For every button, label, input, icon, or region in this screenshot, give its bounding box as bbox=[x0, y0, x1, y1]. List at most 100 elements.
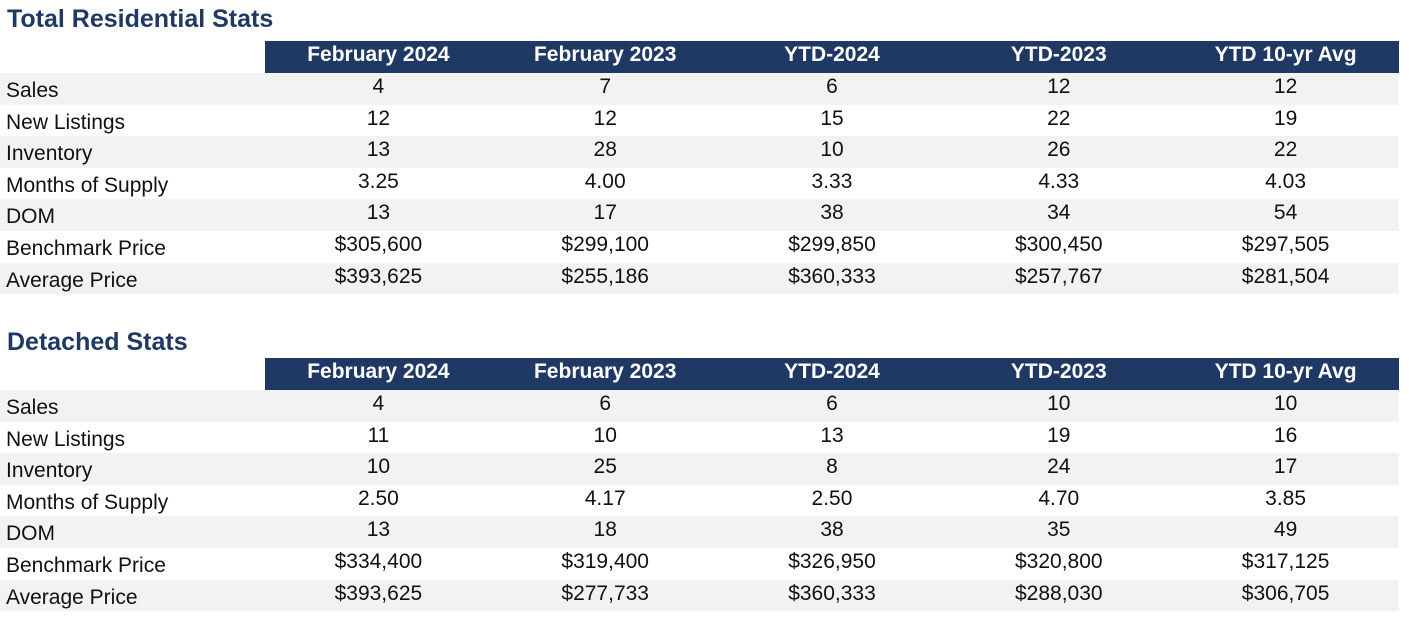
table-cell: $393,625 bbox=[334, 581, 423, 605]
table-cell: 4.00 bbox=[584, 169, 626, 193]
row-label: Benchmark Price bbox=[6, 553, 166, 577]
column-header-ytd-2023: YTD-2023 bbox=[1010, 360, 1107, 383]
row-label: New Listings bbox=[6, 110, 126, 134]
table-row-inventory: Inventory 13 28 10 26 22 bbox=[0, 136, 1399, 168]
table-row-average-price: Average Price $393,625 $277,733 $360,333… bbox=[0, 579, 1399, 612]
column-header-february-2023: February 2023 bbox=[533, 360, 677, 383]
row-label: New Listings bbox=[6, 427, 126, 451]
header-spacer bbox=[0, 358, 265, 390]
table-cell: 4 bbox=[372, 392, 385, 415]
table-cell: 26 bbox=[1047, 138, 1071, 162]
column-header-ytd-10yr-avg: YTD 10-yr Avg bbox=[1214, 360, 1357, 383]
header-band: February 2024 February 2023 YTD-2024 YTD… bbox=[265, 358, 1399, 390]
table-cell: 4.33 bbox=[1038, 169, 1080, 193]
table-cell: 3.25 bbox=[357, 169, 399, 193]
table-cell: 25 bbox=[593, 455, 617, 479]
row-label: DOM bbox=[6, 522, 55, 546]
row-label: Sales bbox=[6, 396, 59, 419]
table-cell: 7 bbox=[599, 75, 612, 98]
table-cell: 17 bbox=[1273, 455, 1298, 479]
table-cell: 38 bbox=[820, 201, 844, 225]
table-row-sales: Sales 4 7 6 12 12 bbox=[0, 73, 1399, 105]
table-header-row: February 2024 February 2023 YTD-2024 YTD… bbox=[0, 358, 1399, 390]
table-cell: 22 bbox=[1047, 106, 1071, 130]
table-cell: $288,030 bbox=[1014, 581, 1103, 605]
section-title-detached: Detached Stats bbox=[7, 328, 188, 356]
table-cell: $299,850 bbox=[788, 232, 876, 256]
table-row-months-of-supply: Months of Supply 2.50 4.17 2.50 4.70 3.8… bbox=[0, 485, 1399, 517]
table-row-average-price: Average Price $393,625 $255,186 $360,333… bbox=[0, 262, 1399, 295]
table-cell: 13 bbox=[366, 518, 391, 542]
row-label: Average Price bbox=[6, 268, 138, 292]
table-cell: 24 bbox=[1047, 455, 1071, 479]
column-header-ytd-2024: YTD-2024 bbox=[784, 43, 880, 66]
table-cell: 10 bbox=[820, 138, 844, 162]
row-label: Sales bbox=[6, 79, 59, 102]
table-cell: 16 bbox=[1273, 423, 1298, 447]
table-row-new-listings: New Listings 12 12 15 22 19 bbox=[0, 105, 1399, 137]
table-cell: 10 bbox=[1273, 392, 1298, 415]
table-row-benchmark-price: Benchmark Price $305,600 $299,100 $299,8… bbox=[0, 231, 1399, 263]
table-cell: $320,800 bbox=[1014, 549, 1103, 573]
table-cell: 10 bbox=[593, 423, 617, 447]
table-cell: 19 bbox=[1047, 423, 1071, 447]
table-row-sales: Sales 4 6 6 10 10 bbox=[0, 390, 1399, 422]
header-band: February 2024 February 2023 YTD-2024 YTD… bbox=[265, 41, 1399, 73]
table-cell: 54 bbox=[1273, 201, 1298, 225]
table-cell: 6 bbox=[826, 75, 838, 98]
table-cell: 38 bbox=[820, 518, 844, 542]
column-header-february-2024: February 2024 bbox=[307, 43, 450, 66]
row-label: Benchmark Price bbox=[6, 236, 166, 260]
table-cell: 12 bbox=[1047, 75, 1071, 98]
row-label: Average Price bbox=[6, 585, 138, 609]
table-cell: 4.03 bbox=[1265, 169, 1307, 193]
total-residential-stats-table: February 2024 February 2023 YTD-2024 YTD… bbox=[0, 41, 1399, 295]
table-cell: 3.85 bbox=[1265, 486, 1307, 510]
table-cell: 10 bbox=[366, 455, 391, 479]
table-cell: 11 bbox=[367, 423, 390, 447]
table-cell: $297,505 bbox=[1241, 232, 1330, 256]
row-label: Inventory bbox=[6, 459, 93, 483]
table-cell: $300,450 bbox=[1014, 232, 1103, 256]
table-cell: 10 bbox=[1047, 392, 1071, 415]
table-cell: 12 bbox=[1273, 75, 1298, 98]
table-cell: $305,600 bbox=[334, 232, 423, 256]
column-header-february-2024: February 2024 bbox=[307, 360, 450, 383]
table-cell: 2.50 bbox=[811, 486, 853, 510]
table-cell: 13 bbox=[820, 423, 844, 447]
table-cell: 22 bbox=[1273, 138, 1298, 162]
table-cell: 6 bbox=[599, 392, 612, 415]
table-cell: $334,400 bbox=[334, 549, 423, 573]
header-spacer bbox=[0, 41, 265, 73]
table-cell: 34 bbox=[1047, 201, 1071, 225]
table-cell: 4.70 bbox=[1038, 486, 1080, 510]
table-cell: $326,950 bbox=[788, 549, 876, 573]
table-row-inventory: Inventory 10 25 8 24 17 bbox=[0, 453, 1399, 485]
table-cell: $277,733 bbox=[561, 581, 649, 605]
table-cell: 12 bbox=[593, 106, 617, 130]
table-row-benchmark-price: Benchmark Price $334,400 $319,400 $326,9… bbox=[0, 548, 1399, 580]
table-cell: $257,767 bbox=[1014, 264, 1103, 288]
table-cell: $281,504 bbox=[1241, 264, 1330, 288]
table-cell: $255,186 bbox=[561, 264, 649, 288]
table-cell: 28 bbox=[593, 138, 617, 162]
table-cell: 4 bbox=[372, 75, 385, 98]
column-header-ytd-2023: YTD-2023 bbox=[1010, 43, 1107, 66]
table-row-months-of-supply: Months of Supply 3.25 4.00 3.33 4.33 4.0… bbox=[0, 168, 1399, 200]
table-cell: 15 bbox=[820, 106, 844, 130]
row-label: Months of Supply bbox=[6, 490, 169, 514]
table-cell: 4.17 bbox=[584, 486, 626, 510]
detached-stats-table: February 2024 February 2023 YTD-2024 YTD… bbox=[0, 358, 1399, 612]
section-title-total-residential: Total Residential Stats bbox=[7, 5, 274, 33]
table-cell: 6 bbox=[826, 392, 838, 415]
table-cell: 18 bbox=[593, 518, 617, 542]
table-cell: $317,125 bbox=[1241, 549, 1330, 573]
table-cell: 17 bbox=[593, 201, 617, 225]
column-header-ytd-2024: YTD-2024 bbox=[784, 360, 880, 383]
table-cell: 3.33 bbox=[811, 169, 853, 193]
column-header-ytd-10yr-avg: YTD 10-yr Avg bbox=[1214, 43, 1357, 66]
table-row-dom: DOM 13 17 38 34 54 bbox=[0, 199, 1399, 231]
table-cell: 8 bbox=[826, 455, 838, 479]
table-cell: 19 bbox=[1273, 106, 1298, 130]
table-cell: 12 bbox=[366, 106, 391, 130]
